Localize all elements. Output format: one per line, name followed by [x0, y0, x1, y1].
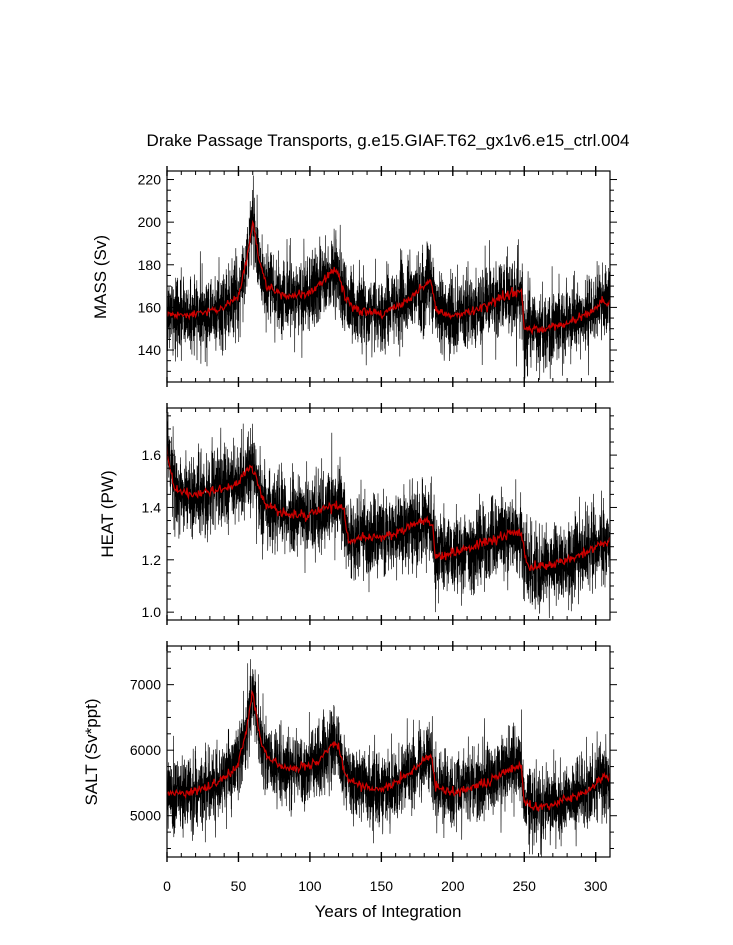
x-tick-label: 150: [370, 878, 394, 894]
heat-y-tick-label: 1.4: [142, 499, 162, 515]
salt-y-axis-label: SALT (Sv*ppt): [82, 698, 101, 805]
salt-y-tick-label: 7000: [130, 677, 161, 693]
salt-raw-series-line: [167, 659, 610, 857]
salt-plot-frame: [166, 645, 611, 858]
x-tick-label: 250: [513, 878, 537, 894]
mass-y-tick-label: 160: [138, 299, 162, 315]
salt-panel: SALT (Sv*ppt) 5000 6000 7000: [82, 641, 617, 862]
mass-smoothed-series-line: [167, 219, 610, 336]
mass-y-tick-label: 140: [138, 342, 162, 358]
chart-title: Drake Passage Transports, g.e15.GIAF.T62…: [147, 131, 630, 150]
heat-panel: HEAT (PW) 1.0 1.2 1.4 1.6: [98, 403, 617, 625]
heat-raw-series-line: [167, 412, 610, 619]
x-tick-label: 0: [163, 878, 171, 894]
x-tick-label: 300: [584, 878, 608, 894]
mass-y-tick-label: 200: [138, 214, 162, 230]
heat-y-axis-label: HEAT (PW): [98, 470, 117, 557]
heat-smoothed-series-line: [167, 446, 610, 572]
heat-y-tick-label: 1.0: [142, 604, 162, 620]
mass-plot-frame: [166, 170, 611, 383]
salt-smoothed-series-line: [167, 689, 610, 812]
heat-y-tick-label: 1.6: [142, 447, 162, 463]
salt-y-tick-label: 5000: [130, 808, 161, 824]
x-axis-label: Years of Integration: [315, 902, 462, 921]
mass-y-axis-label: MASS (Sv): [91, 235, 110, 319]
x-tick-label: 50: [231, 878, 247, 894]
heat-plot-frame: [166, 407, 611, 621]
x-tick-label: 200: [441, 878, 465, 894]
mass-panel: MASS (Sv) 140 160 180 200 220: [91, 166, 617, 387]
salt-y-tick-label: 6000: [130, 742, 161, 758]
mass-y-tick-label: 220: [138, 172, 162, 188]
x-tick-label: 100: [298, 878, 322, 894]
mass-raw-series-line: [167, 175, 610, 382]
heat-y-tick-label: 1.2: [142, 552, 162, 568]
mass-y-tick-label: 180: [138, 257, 162, 273]
